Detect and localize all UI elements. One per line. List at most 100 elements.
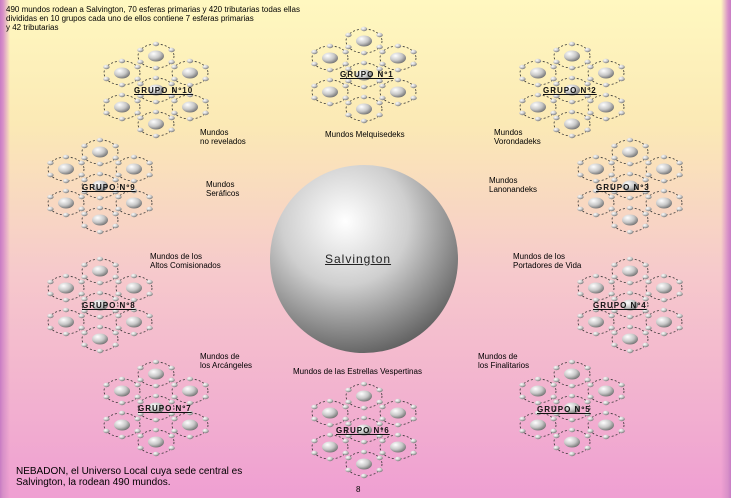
primary-sphere [564, 118, 580, 130]
tributary-sphere [642, 262, 649, 268]
tributary-sphere [618, 428, 625, 434]
tributary-sphere [410, 83, 417, 89]
primary-sphere [322, 52, 338, 64]
tributary-sphere [345, 433, 352, 439]
tributary-sphere [376, 100, 383, 106]
primary-sphere [114, 385, 130, 397]
tributary-sphere [642, 296, 649, 302]
primary-sphere [92, 214, 108, 226]
tributary-sphere [410, 438, 417, 444]
tributary-sphere [152, 99, 160, 105]
tributary-sphere [112, 155, 119, 161]
tributary-sphere [112, 330, 119, 336]
primary-sphere [182, 101, 198, 113]
primary-sphere [322, 441, 338, 453]
orbit [645, 190, 683, 216]
tributary-sphere [202, 428, 209, 434]
tributary-sphere [394, 422, 402, 428]
tributary-sphere [146, 325, 153, 331]
tributary-sphere [608, 194, 615, 200]
tributary-sphere [568, 359, 576, 365]
tributary-sphere [112, 342, 119, 348]
tributary-sphere [587, 64, 594, 70]
orbit [137, 429, 175, 455]
center-label: Salvington [325, 252, 392, 266]
tributary-sphere [602, 400, 610, 406]
tributary-sphere [534, 376, 542, 382]
tributary-sphere [152, 75, 160, 81]
tributary-sphere [642, 211, 649, 217]
orbit [311, 400, 349, 426]
orbit [47, 156, 85, 182]
orbit [645, 156, 683, 182]
tributary-sphere [611, 274, 618, 280]
tributary-sphere [660, 297, 668, 303]
tributary-sphere [645, 291, 652, 297]
tributary-sphere [130, 154, 138, 160]
tributary-sphere [115, 325, 122, 331]
primary-sphere [622, 333, 638, 345]
primary-sphere [656, 282, 672, 294]
tributary-sphere [645, 160, 652, 166]
tributary-sphere [168, 445, 175, 451]
tributary-sphere [96, 290, 104, 296]
tributary-sphere [602, 376, 610, 382]
primary-sphere [564, 368, 580, 380]
tributary-sphere [568, 133, 576, 139]
tributary-sphere [642, 223, 649, 229]
tributary-sphere [168, 81, 175, 87]
tributary-sphere [676, 313, 683, 319]
tributary-sphere [553, 445, 560, 451]
primary-sphere [588, 163, 604, 175]
orbit [553, 361, 591, 387]
tributary-sphere [118, 58, 126, 64]
orbit [103, 94, 141, 120]
tributary-sphere [611, 262, 618, 268]
tributary-sphere [345, 112, 352, 118]
tributary-sphere [342, 438, 349, 444]
group-label-7: GRUPO Nº7 [138, 404, 192, 413]
tributary-sphere [345, 44, 352, 50]
orbit [171, 378, 209, 404]
tributary-sphere [152, 383, 160, 389]
tributary-sphere [47, 313, 54, 319]
orbit [519, 378, 557, 404]
tributary-sphere [379, 95, 386, 101]
tributary-sphere [568, 451, 576, 457]
tributary-sphere [112, 211, 119, 217]
tributary-sphere [618, 64, 625, 70]
tributary-sphere [146, 194, 153, 200]
tributary-sphere [62, 178, 70, 184]
orbit [645, 275, 683, 301]
tributary-sphere [202, 76, 209, 82]
group-label-5: GRUPO Nº5 [537, 405, 591, 414]
orbit [611, 207, 649, 233]
tributary-sphere [568, 109, 576, 115]
tributary-sphere [78, 325, 85, 331]
group-label-2: GRUPO Nº2 [543, 86, 597, 95]
tributary-sphere [608, 291, 615, 297]
tributary-sphere [103, 382, 110, 388]
tributary-sphere [311, 95, 318, 101]
primary-sphere [588, 282, 604, 294]
tributary-sphere [660, 178, 668, 184]
tributary-sphere [78, 279, 85, 285]
tributary-sphere [137, 47, 144, 53]
tributary-sphere [645, 172, 652, 178]
tributary-sphere [134, 382, 141, 388]
tributary-sphere [584, 445, 591, 451]
tributary-sphere [311, 450, 318, 456]
group-label-8: GRUPO Nº8 [82, 301, 136, 310]
orbit [115, 275, 153, 301]
tributary-sphere [345, 78, 352, 84]
tributary-sphere [115, 313, 122, 319]
tributary-sphere [168, 377, 175, 383]
tributary-sphere [608, 313, 615, 319]
tributary-sphere [112, 262, 119, 268]
primary-sphere [588, 197, 604, 209]
primary-sphere [356, 35, 372, 47]
tributary-sphere [115, 206, 122, 212]
tributary-sphere [553, 365, 560, 371]
orbit [379, 434, 417, 460]
orbit [137, 361, 175, 387]
